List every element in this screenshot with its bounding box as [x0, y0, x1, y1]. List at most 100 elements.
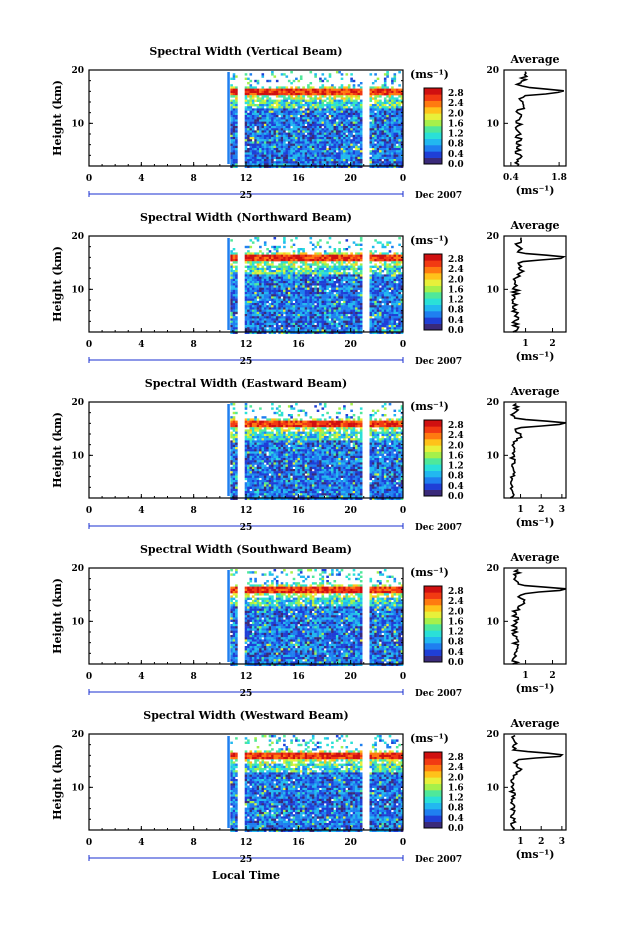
colorbar-swatch [424, 107, 442, 114]
colorbar-swatch [424, 451, 442, 459]
colorbar-tick-label: 2.4 [448, 99, 464, 109]
colorbar-tick-label: 2.4 [448, 597, 464, 607]
x-tick-label: 0 [400, 672, 406, 682]
x-tick-label: 16 [292, 506, 305, 516]
colorbar-tick-label: 2.4 [448, 431, 464, 441]
average-title: Average [509, 219, 559, 232]
x-tick-label: 12 [240, 174, 253, 184]
colorbar-swatch [424, 151, 442, 158]
average-panel: Average 20 10 1 2(ms⁻¹) [486, 551, 567, 695]
y-axis-label: Height (km) [51, 578, 64, 654]
colorbar-swatch [424, 649, 442, 656]
colorbar-swatch [424, 304, 442, 312]
x-tick-label: 16 [292, 174, 305, 184]
date-label: Dec 2007 [415, 689, 462, 699]
colorbar-frame [423, 751, 443, 829]
colorbar-tick-label: 1.6 [448, 783, 464, 793]
colorbar-swatch [424, 273, 442, 280]
x-tick-label: 20 [344, 506, 357, 516]
date-label: Dec 2007 [415, 523, 462, 533]
colorbar-swatch [424, 279, 442, 286]
colorbar-tick-label: 0.4 [448, 482, 464, 492]
date-label: Dec 2007 [415, 855, 462, 865]
colorbar-swatch [424, 624, 442, 631]
colorbar-tick-label: 0.8 [448, 638, 464, 648]
panel-title: Spectral Width (Eastward Beam) [145, 377, 347, 390]
colorbar-swatch [424, 317, 442, 324]
colorbar-tick-label: 2.0 [448, 441, 464, 451]
colorbar-tick-label: 1.2 [448, 130, 464, 140]
average-x-tick-label: 1 [517, 505, 523, 515]
average-y-tick-label: 10 [486, 119, 499, 129]
colorbar-swatch [424, 420, 442, 427]
colorbar-frame [423, 87, 443, 165]
colorbar-tick-label: 1.6 [448, 285, 464, 295]
average-x-tick-label: 1 [517, 837, 523, 847]
colorbar-tick-label: 1.2 [448, 794, 464, 804]
colorbar-swatch [424, 119, 442, 127]
x-tick-label: 16 [292, 838, 305, 848]
x-tick-label: 0 [86, 672, 92, 682]
average-x-tick-label: 2 [549, 339, 555, 349]
colorbar-tick-label: 0.0 [448, 326, 464, 336]
colorbar-swatch [424, 260, 442, 267]
colorbar-swatch [424, 643, 442, 650]
average-panel: Average 20 10 1 2 3 (ms⁻¹) [486, 717, 567, 861]
x-tick-label: 4 [138, 672, 144, 682]
colorbar-label: (ms⁻¹) [410, 732, 449, 745]
colorbar-tick-label: 0.0 [448, 492, 464, 502]
colorbar-swatch [424, 611, 442, 618]
colorbar-swatch [424, 605, 442, 612]
colorbar-tick-label: 2.0 [448, 773, 464, 783]
colorbar-swatch [424, 815, 442, 822]
colorbar-tick-label: 0.4 [448, 814, 464, 824]
average-x-tick-label: 1 [522, 339, 528, 349]
colorbar-swatch [424, 630, 442, 637]
y-tick-label: 10 [71, 285, 84, 295]
x-tick-label: 12 [240, 672, 253, 682]
average-xlabel: (ms⁻¹) [516, 184, 555, 197]
colorbar-tick-label: 0.4 [448, 316, 464, 326]
average-frame [503, 401, 567, 499]
colorbar-tick-label: 2.8 [448, 89, 464, 99]
start-strip [227, 404, 230, 496]
colorbar-tick-label: 0.4 [448, 648, 464, 658]
colorbar-swatch [424, 88, 442, 95]
heatmap [227, 237, 404, 334]
colorbar-swatch [424, 802, 442, 810]
x-tick-label: 0 [400, 340, 406, 350]
colorbar-tick-label: 0.8 [448, 140, 464, 150]
average-frame [503, 567, 567, 665]
colorbar-swatch [424, 655, 442, 663]
colorbar-tick-label: 2.8 [448, 753, 464, 763]
colorbar-tick-label: 0.4 [448, 150, 464, 160]
colorbar-swatch [424, 636, 442, 644]
colorbar-swatch [424, 100, 442, 108]
average-title: Average [509, 551, 559, 564]
x-tick-label: 12 [240, 340, 253, 350]
average-profile-line [508, 402, 566, 499]
average-frame [503, 733, 567, 831]
colorbar-swatch [424, 783, 442, 791]
x-tick-label: 4 [138, 340, 144, 350]
average-x-tick-label: 3 [559, 505, 565, 515]
colorbar-swatch [424, 157, 442, 165]
colorbar-label: (ms⁻¹) [410, 68, 449, 81]
colorbar-tick-label: 1.6 [448, 617, 464, 627]
colorbar-swatch [424, 758, 442, 765]
colorbar-swatch [424, 764, 442, 772]
heatmap [227, 403, 404, 500]
panel-4: Spectral Width (Westward Beam)2010Height… [51, 709, 567, 865]
x-tick-label: 0 [86, 340, 92, 350]
average-title: Average [509, 53, 559, 66]
start-strip [227, 736, 230, 828]
average-x-tick-label: 1 [522, 671, 528, 681]
colorbar-tick-label: 0.0 [448, 824, 464, 834]
colorbar-swatch [424, 292, 442, 299]
y-tick-label: 10 [71, 617, 84, 627]
colorbar-swatch [424, 489, 442, 497]
panel-0: Spectral Width (Vertical Beam) 20 10 Height… [51, 45, 567, 201]
colorbar-swatch [424, 254, 442, 261]
colorbar-swatch [424, 483, 442, 490]
